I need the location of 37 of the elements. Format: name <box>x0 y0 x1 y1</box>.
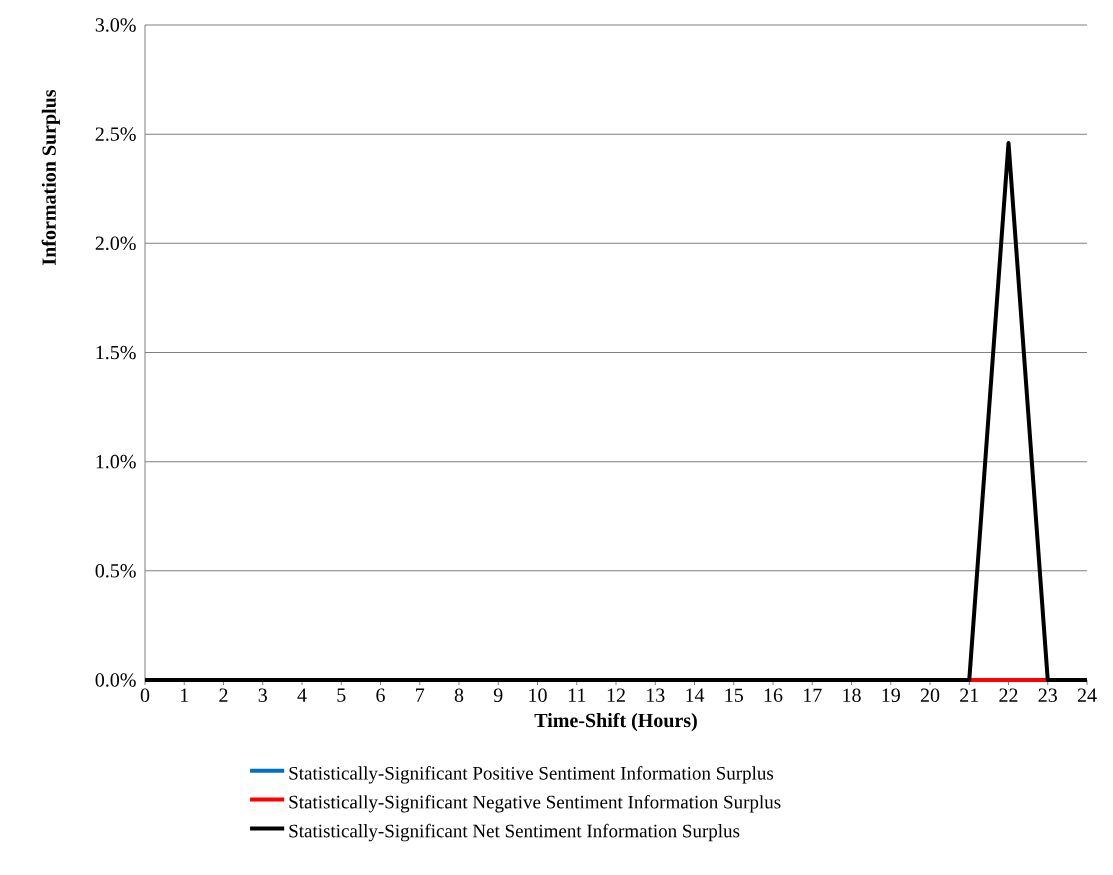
x-tick-label: 17 <box>804 688 822 702</box>
x-tick-label: 6 <box>376 688 385 702</box>
x-tick-label: 7 <box>416 688 425 702</box>
x-tick-label: 22 <box>999 688 1018 702</box>
y-axis-title: Information Surplus <box>41 89 60 265</box>
x-tick-label: 5 <box>337 688 346 702</box>
y-tick-label: 0.0% <box>95 673 136 687</box>
x-axis-title: Time-Shift (Hours) <box>534 712 697 732</box>
x-tick-label: 18 <box>843 688 861 703</box>
x-tick-label: 10 <box>529 688 547 703</box>
x-tick-label: 11 <box>568 688 586 702</box>
x-tick-label: 9 <box>493 688 503 702</box>
x-tick-label: 0 <box>140 688 150 703</box>
x-tick-label: 3 <box>258 688 267 702</box>
x-tick-label: 19 <box>882 688 900 702</box>
legend-label: Statistically-Significant Negative Sentiment Information Surplus <box>289 794 781 813</box>
y-tick-label: 2.5% <box>95 127 136 141</box>
y-tick-label: 1.5% <box>96 345 136 360</box>
y-tick-label: 2.0% <box>95 236 136 251</box>
y-tick-label: 3.0% <box>95 18 136 32</box>
x-tick-label: 1 <box>181 688 189 702</box>
x-tick-label: 16 <box>764 688 783 702</box>
x-tick-label: 13 <box>647 688 665 702</box>
x-tick-label: 21 <box>960 688 979 702</box>
x-tick-label: 14 <box>686 688 705 702</box>
x-tick-label: 15 <box>725 688 743 702</box>
y-tick-label: 1.0% <box>96 454 136 469</box>
x-tick-label: 23 <box>1038 688 1057 702</box>
y-tick-label: 0.5% <box>95 564 136 578</box>
x-tick-label: 20 <box>920 688 940 703</box>
legend-label: Statistically-Significant Positive Sentiment Information Surplus <box>289 766 774 784</box>
x-tick-label: 8 <box>454 688 464 703</box>
x-tick-label: 24 <box>1077 688 1097 702</box>
x-tick-label: 12 <box>607 688 625 702</box>
x-tick-label: 4 <box>297 688 307 702</box>
legend-label: Statistically-Significant Net Sentiment Information Surplus <box>289 823 740 842</box>
x-tick-label: 2 <box>219 688 228 702</box>
